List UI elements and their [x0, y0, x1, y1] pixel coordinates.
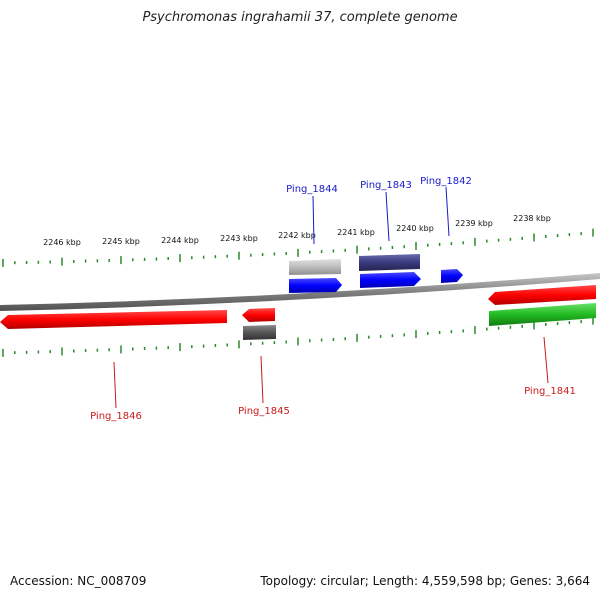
cds-arrow-ping-1841[interactable]	[488, 285, 596, 305]
cds-arrow-ping-1842[interactable]	[441, 269, 463, 283]
scale-label-2238: 2238 kbp	[513, 214, 551, 223]
scale-label-2245: 2245 kbp	[102, 237, 140, 246]
gene-label-ping-1846[interactable]: Ping_1846	[90, 411, 142, 422]
scale-label-2239: 2239 kbp	[455, 219, 493, 228]
scale-label-2241: 2241 kbp	[337, 228, 375, 237]
scale-label-2240: 2240 kbp	[396, 224, 434, 233]
scale-label-2246: 2246 kbp	[43, 238, 81, 247]
cds-arrow-ping-1845[interactable]	[242, 308, 275, 322]
gene-feature-gray[interactable]	[289, 259, 341, 275]
gene-feature-ping-1843-upper[interactable]	[359, 254, 420, 271]
scale-ticks-top	[2, 228, 594, 267]
gene-feature-ping-1845-lower[interactable]	[243, 325, 276, 340]
leader-lines	[113, 186, 549, 409]
cds-arrow-ping-1843[interactable]	[360, 272, 421, 288]
gene-label-ping-1842[interactable]: Ping_1842	[420, 176, 472, 187]
scale-label-2244: 2244 kbp	[161, 236, 199, 245]
gene-label-ping-1841[interactable]: Ping_1841	[524, 386, 576, 397]
scale-label-2243: 2243 kbp	[220, 234, 258, 243]
accession-text: Accession: NC_008709	[10, 574, 147, 588]
genome-backbone	[0, 273, 600, 311]
rna-feature-green[interactable]	[489, 303, 596, 326]
cds-arrow-ping-1844[interactable]	[289, 278, 342, 293]
gene-label-ping-1843[interactable]: Ping_1843	[360, 180, 412, 191]
gene-label-ping-1844[interactable]: Ping_1844	[286, 184, 338, 195]
cds-arrow-ping-1846[interactable]	[0, 310, 227, 329]
scale-labels: 2246 kbp 2245 kbp 2244 kbp 2243 kbp 2242…	[43, 214, 551, 247]
feature-track-lower	[0, 308, 276, 340]
topology-text: Topology: circular; Length: 4,559,598 bp…	[260, 574, 590, 588]
gene-labels: Ping_1844 Ping_1843 Ping_1842 Ping_1846 …	[90, 176, 576, 422]
scale-label-2242: 2242 kbp	[278, 231, 316, 240]
feature-track-upper	[289, 254, 596, 326]
gene-label-ping-1845[interactable]: Ping_1845	[238, 406, 290, 417]
map-title: Psychromonas ingrahamii 37, complete gen…	[142, 10, 458, 25]
scale-ticks-bottom	[2, 316, 594, 357]
